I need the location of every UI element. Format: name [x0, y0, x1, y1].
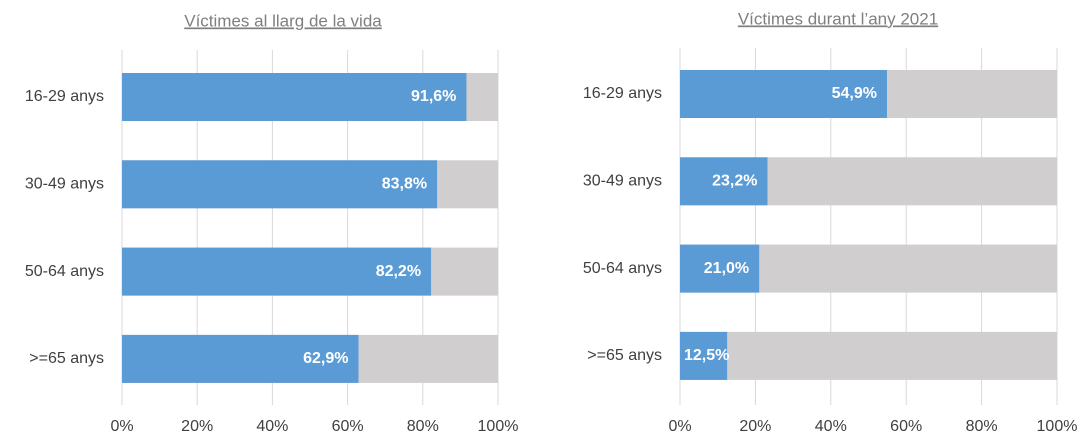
y-tick-label: >=65 anys [587, 347, 662, 364]
bar [122, 160, 438, 209]
x-tick-label: 0% [110, 418, 133, 435]
y-tick-label: 16-29 anys [25, 88, 104, 105]
x-tick-label: 40% [815, 418, 847, 435]
x-tick-label: 100% [1037, 418, 1078, 435]
value-label: 54,9% [832, 85, 877, 102]
y-tick-label: 50-64 anys [25, 263, 104, 280]
bar-background [680, 331, 1057, 380]
y-tick-label: 30-49 anys [25, 176, 104, 193]
x-tick-label: 20% [739, 418, 771, 435]
x-tick-label: 40% [256, 418, 288, 435]
x-tick-label: 60% [332, 418, 364, 435]
value-label: 62,9% [303, 350, 348, 367]
bar [680, 70, 887, 118]
x-tick-label: 60% [890, 418, 922, 435]
bar [680, 331, 728, 380]
y-tick-label: 50-64 anys [583, 260, 662, 277]
bar [122, 334, 359, 383]
bar [680, 157, 768, 206]
value-label: 21,0% [704, 260, 749, 277]
value-label: 91,6% [411, 88, 456, 105]
y-tick-label: >=65 anys [29, 350, 104, 367]
x-tick-label: 80% [966, 418, 998, 435]
x-tick-label: 100% [478, 418, 519, 435]
value-label: 82,2% [376, 263, 421, 280]
x-tick-label: 0% [668, 418, 691, 435]
x-tick-label: 20% [181, 418, 213, 435]
x-tick-label: 80% [407, 418, 439, 435]
value-label: 83,8% [382, 176, 427, 193]
bar [122, 73, 467, 121]
value-label: 12,5% [684, 347, 729, 364]
chart-title: Víctimes al llarg de la vida [184, 11, 382, 30]
bar [122, 247, 432, 296]
y-tick-label: 16-29 anys [583, 85, 662, 102]
y-tick-label: 30-49 anys [583, 173, 662, 190]
bar [680, 244, 760, 293]
value-label: 23,2% [712, 173, 757, 190]
chart-title: Víctimes durant l’any 2021 [738, 9, 938, 28]
